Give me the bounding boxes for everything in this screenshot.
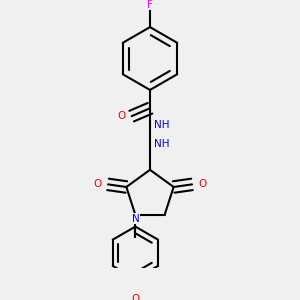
Text: NH: NH: [154, 139, 170, 148]
Text: NH: NH: [154, 120, 170, 130]
Text: O: O: [117, 111, 125, 121]
Text: F: F: [147, 0, 153, 10]
Text: N: N: [131, 214, 139, 224]
Text: O: O: [131, 294, 140, 300]
Text: O: O: [198, 179, 207, 189]
Text: O: O: [93, 179, 102, 189]
